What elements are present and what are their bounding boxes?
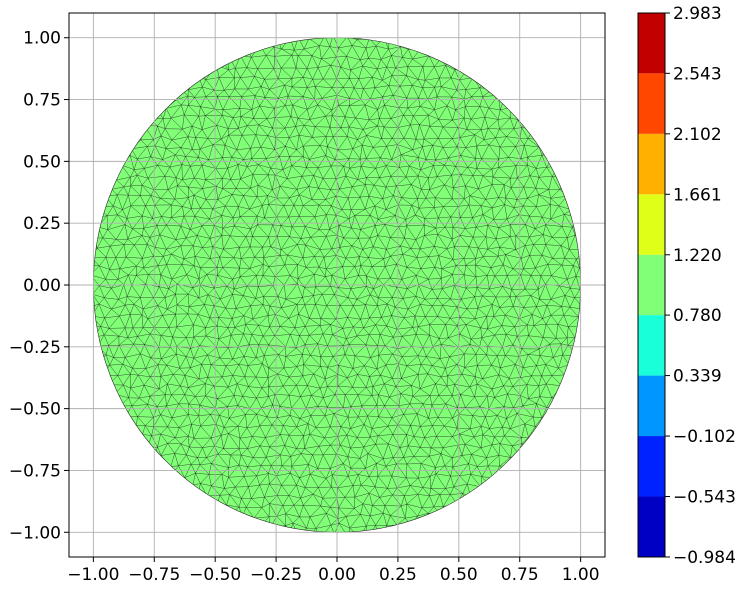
colorbar-band: [638, 436, 665, 497]
y-tick-label: 0.00: [23, 276, 61, 296]
y-tick-label: 1.00: [23, 29, 61, 49]
x-tick-label: 1.00: [562, 565, 600, 585]
x-tick-label: 0.75: [501, 565, 539, 585]
colorbar-tick-label: −0.102: [673, 427, 736, 447]
x-tick-label: 0.50: [440, 565, 478, 585]
colorbar: −0.984 −0.543 −0.102 0.339 0.780 1.220 1.661 2.…: [637, 4, 736, 568]
colorbar-tick-label: −0.984: [673, 548, 736, 568]
y-tick-label: 0.25: [23, 214, 61, 234]
y-tick-label: −0.25: [9, 338, 61, 358]
colorbar-tick-label: 2.543: [673, 64, 722, 84]
colorbar-band: [638, 194, 665, 255]
colorbar-band: [638, 133, 665, 195]
y-tick-label: 0.75: [23, 91, 61, 111]
y-tick-label: −1.00: [9, 523, 61, 543]
plot-area: −1.00 −0.75 −0.50 −0.25 0.00 0.25 0.50 0.75 1.00…: [9, 12, 606, 585]
colorbar-band: [638, 254, 665, 316]
colorbar-tick-label: 2.983: [673, 4, 722, 24]
colorbar-tick-label: 0.339: [673, 367, 722, 387]
colorbar-tick-label: 1.661: [673, 185, 722, 205]
y-tick-label: 0.50: [23, 152, 61, 172]
y-tick-label: −0.75: [9, 461, 61, 481]
colorbar-tick-label: 1.220: [673, 246, 722, 266]
colorbar-band: [638, 496, 665, 557]
x-tick-label: −0.75: [128, 565, 180, 585]
colorbar-band: [638, 315, 665, 376]
x-tick-label: −1.00: [67, 565, 119, 585]
colorbar-band: [638, 375, 665, 437]
x-tick-label: 0.25: [379, 565, 417, 585]
colorbar-frame: [637, 12, 666, 558]
x-tick-label: −0.25: [250, 565, 302, 585]
y-tick-label: −0.50: [9, 400, 61, 420]
colorbar-band: [638, 73, 665, 134]
x-tick-label: −0.50: [189, 565, 241, 585]
colorbar-tick-label: 2.102: [673, 125, 722, 145]
x-tick-label: 0.00: [318, 565, 356, 585]
colorbar-tick-label: 0.780: [673, 306, 722, 326]
colorbar-band: [638, 13, 665, 74]
colorbar-tick-label: −0.543: [673, 488, 736, 508]
